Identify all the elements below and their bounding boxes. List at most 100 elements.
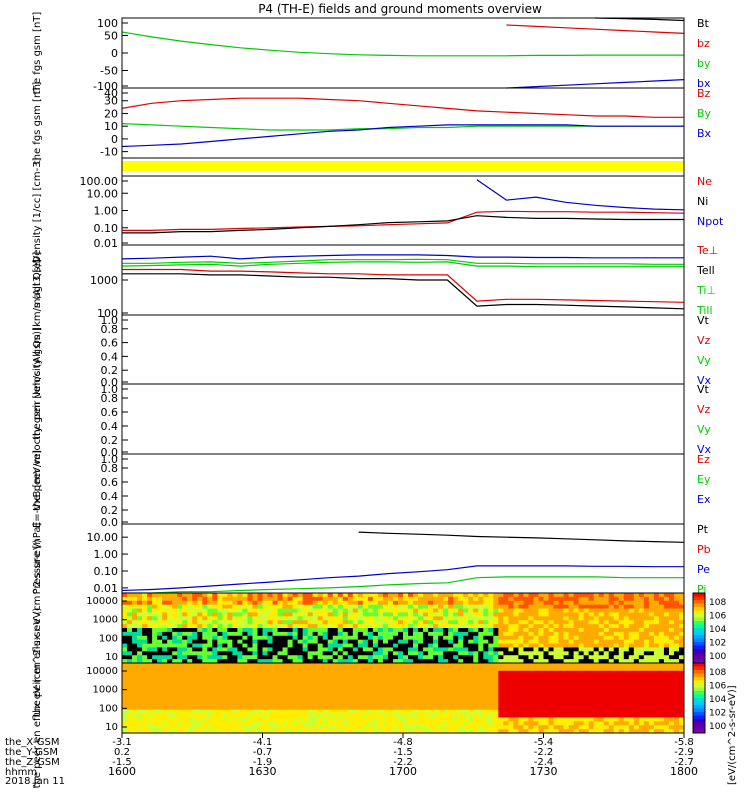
spectrogram-cell	[573, 628, 580, 633]
spectrogram-cell	[217, 682, 223, 687]
spectrogram-cell	[257, 674, 263, 679]
spectrogram-cell	[658, 678, 665, 683]
spectrogram-cell	[623, 616, 630, 621]
spectrogram-cell	[287, 690, 294, 695]
spectrogram-cell	[317, 655, 324, 660]
spectrogram-cell	[513, 616, 519, 621]
spectrogram-cell	[122, 729, 128, 734]
spectrogram-cell	[232, 639, 238, 644]
spectrogram-cell	[483, 682, 489, 687]
spectrogram-cell	[658, 674, 665, 679]
spectrogram-cell	[227, 729, 233, 734]
spectrogram-cell	[377, 604, 384, 609]
spectrogram-cell	[297, 729, 304, 734]
position-row-label: the_Z-GSM	[5, 757, 60, 768]
spectrogram-cell	[563, 713, 569, 718]
spectrogram-cell	[468, 596, 474, 602]
spectrogram-cell	[182, 655, 188, 660]
spectrogram-cell	[493, 721, 499, 726]
spectrogram-cell	[403, 698, 409, 703]
spectrogram-cell	[357, 659, 364, 664]
spectrogram-cell	[643, 682, 650, 687]
spectrogram-cell	[513, 663, 519, 668]
spectrogram-cell	[182, 639, 188, 644]
spectrogram-cell	[523, 608, 529, 613]
spectrogram-cell	[132, 721, 138, 726]
spectrogram-cell	[583, 643, 590, 648]
spectrogram-cell	[588, 701, 595, 707]
spectrogram-cell	[593, 670, 600, 676]
spectrogram-cell	[508, 690, 514, 695]
spectrogram-cell	[127, 725, 133, 730]
spectrogram-cell	[643, 729, 650, 734]
spectrogram-cell	[362, 624, 369, 629]
spectrogram-cell	[222, 721, 228, 726]
spectrogram-cell	[628, 624, 635, 629]
spectrogram-cell	[167, 701, 173, 707]
spectrogram-cell	[663, 593, 670, 598]
spectrogram-cell	[137, 643, 143, 648]
spectrogram-cell	[573, 709, 580, 714]
spectrogram-cell	[458, 694, 464, 699]
spectrogram-cell	[302, 596, 309, 602]
spectrogram-cell	[478, 713, 484, 718]
spectrogram-cell	[588, 639, 595, 644]
spectrogram-cell	[643, 608, 650, 613]
spectrogram-cell	[372, 686, 379, 691]
spectrogram-cell	[403, 608, 409, 613]
spectrogram-cell	[468, 717, 474, 722]
colorbar-swatch	[693, 663, 705, 667]
spectrogram-cell	[282, 721, 288, 726]
spectrogram-cell	[257, 663, 263, 668]
spectrogram-cell	[207, 663, 213, 668]
spectrogram-cell	[613, 651, 620, 656]
spectrogram-cell	[608, 600, 615, 606]
spectrogram-cell	[448, 709, 454, 714]
spectrogram-cell	[282, 678, 288, 683]
spectrogram-cell	[403, 666, 409, 672]
spectrogram-cell	[322, 604, 329, 609]
spectrogram-cell	[618, 659, 625, 664]
spectrogram-cell	[302, 651, 309, 656]
spectrogram-cell	[508, 643, 514, 648]
spectrogram-cell	[397, 682, 404, 687]
spectrogram-cell	[307, 670, 314, 676]
spectrogram-cell	[122, 698, 128, 703]
spectrogram-cell	[237, 701, 243, 707]
spectrogram-cell	[152, 635, 158, 641]
y-tick-label: 0.6	[101, 406, 119, 419]
spectrogram-cell	[302, 628, 309, 633]
spectrogram-cell	[523, 639, 529, 644]
spectrogram-cell	[152, 631, 158, 637]
spectrogram-cell	[147, 616, 153, 621]
spectrogram-cell	[272, 628, 278, 633]
spectrogram-cell	[513, 674, 519, 679]
spectrogram-cell	[292, 663, 299, 668]
spectrogram-cell	[272, 674, 278, 679]
spectrogram-cell	[342, 705, 349, 711]
spectrogram-cell	[307, 600, 314, 606]
spectrogram-cell	[247, 717, 253, 722]
spectrogram-cell	[167, 647, 173, 652]
spectrogram-cell	[247, 593, 253, 598]
spectrogram-cell	[257, 729, 263, 734]
spectrogram-cell	[653, 713, 660, 718]
spectrogram-cell	[367, 593, 374, 598]
spectrogram-cell	[483, 694, 489, 699]
spectrogram-cell	[598, 628, 605, 633]
spectrogram-cell	[142, 593, 148, 598]
spectrogram-cell	[548, 643, 554, 648]
spectrogram-cell	[453, 596, 459, 602]
spectrogram-cell	[478, 709, 484, 714]
spectrogram-cell	[568, 628, 575, 633]
spectrogram-cell	[528, 698, 534, 703]
spectrogram-cell	[568, 647, 575, 652]
spectrogram-cell	[643, 639, 650, 644]
spectrogram-cell	[593, 600, 600, 606]
spectrogram-cell	[267, 596, 273, 602]
spectrogram-cell	[382, 698, 389, 703]
spectrogram-cell	[217, 608, 223, 613]
spectrogram-cell	[137, 709, 143, 714]
spectrogram-cell	[142, 663, 148, 668]
spectrogram-cell	[217, 596, 223, 602]
